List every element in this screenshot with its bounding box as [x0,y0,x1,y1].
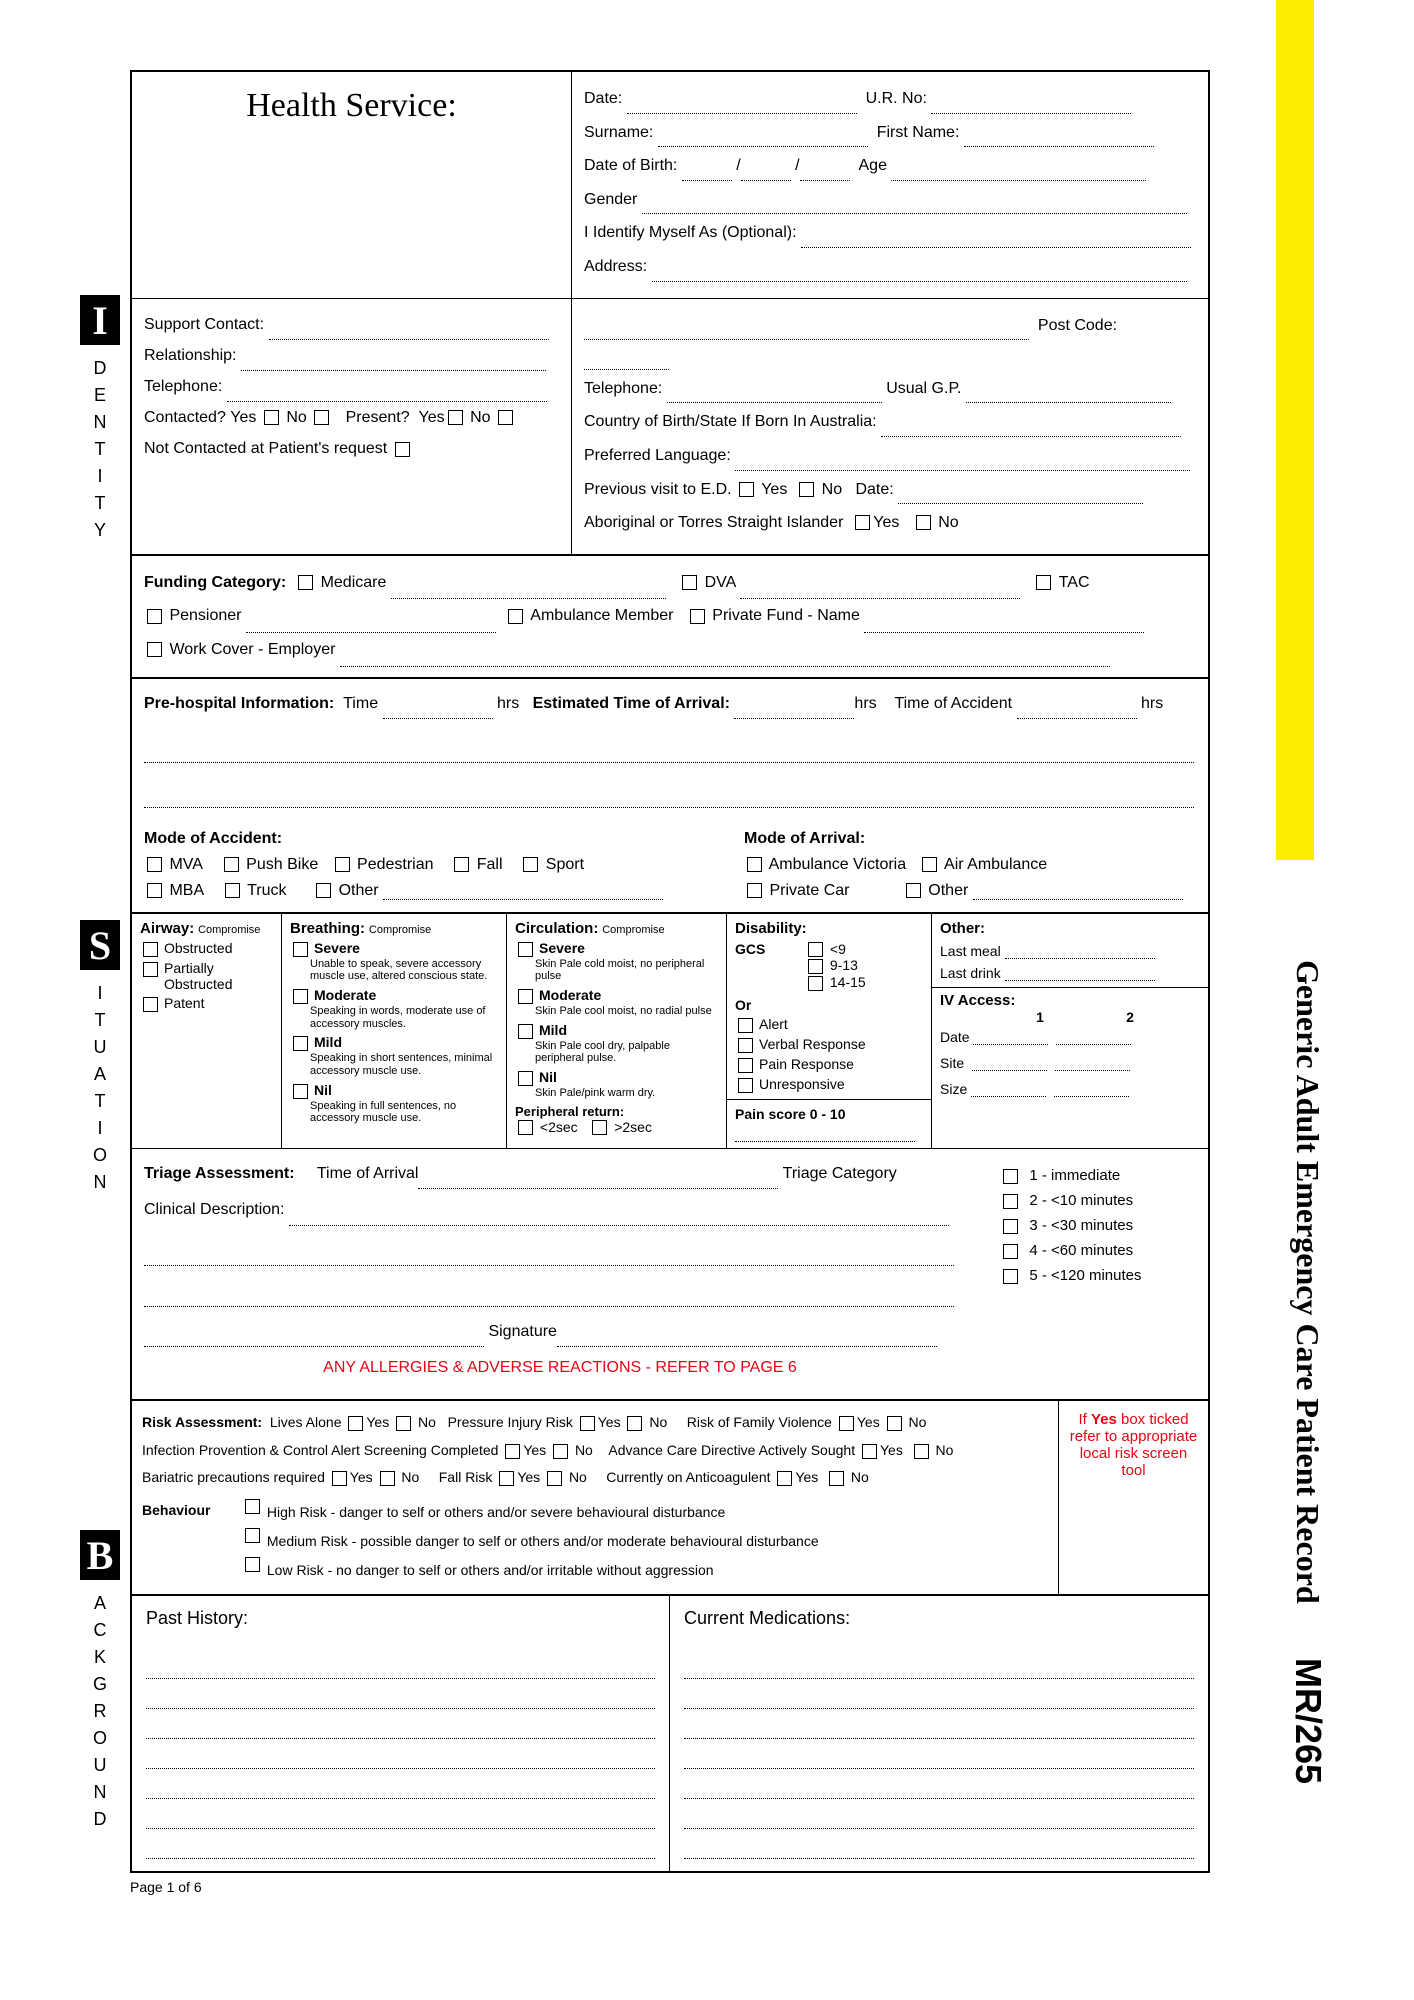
workcover-checkbox[interactable] [147,642,162,657]
beh-med-checkbox[interactable] [245,1528,260,1543]
allergies-notice: ANY ALLERGIES & ADVERSE REACTIONS - REFE… [144,1347,976,1389]
side-label-identity: I DENTITY [80,295,120,544]
amb-member-checkbox[interactable] [508,609,523,624]
bar-no-checkbox[interactable] [380,1471,395,1486]
pushbike-checkbox[interactable] [224,857,239,872]
side-letters-identity: DENTITY [80,355,120,544]
risk-red-note: If Yes box ticked refer to appropriate l… [1058,1401,1208,1594]
contacted-no-checkbox[interactable] [314,410,329,425]
triage-section: Triage Assessment: Time of Arrival Triag… [132,1148,1208,1399]
beh-low-checkbox[interactable] [245,1557,260,1572]
beh-high-checkbox[interactable] [245,1499,260,1514]
dva-checkbox[interactable] [682,575,697,590]
situation-section: Airway: Compromise ObstructedPartially O… [132,912,1208,1148]
not-contacted-checkbox[interactable] [395,442,410,457]
pensioner-checkbox[interactable] [147,609,162,624]
press-no-checkbox[interactable] [627,1416,642,1431]
present-no-checkbox[interactable] [498,410,513,425]
inf-no-checkbox[interactable] [553,1444,568,1459]
atsi-yes-checkbox[interactable] [855,515,870,530]
contacted-yes-checkbox[interactable] [264,410,279,425]
side-label-background: B ACKGROUND [80,1530,120,1833]
mba-checkbox[interactable] [147,883,162,898]
prehospital-section: Pre-hospital Information: Time hrs Estim… [132,677,1208,818]
ac-yes-checkbox[interactable] [777,1471,792,1486]
side-letters-situation: ITUATION [80,980,120,1196]
medicare-checkbox[interactable] [298,575,313,590]
side-label-situation: S ITUATION [80,920,120,1196]
accident-arrival-section: Mode of Accident: MVA Push Bike Pedestri… [132,818,1208,912]
tac-checkbox[interactable] [1036,575,1051,590]
airamb-checkbox[interactable] [922,857,937,872]
pr-gt2-checkbox[interactable] [592,1120,607,1135]
atsi-no-checkbox[interactable] [916,515,931,530]
ac-no-checkbox[interactable] [829,1471,844,1486]
fr-no-checkbox[interactable] [547,1471,562,1486]
health-service-title: Health Service: [132,72,571,125]
fall-checkbox[interactable] [454,857,469,872]
main-form: Health Service: Date: U.R. No: Surname: … [130,70,1210,1873]
patient-identity-fields: Date: U.R. No: Surname: First Name: Date… [572,72,1208,298]
lives-yes-checkbox[interactable] [348,1416,363,1431]
page-footer: Page 1 of 6 [130,1879,1354,1895]
acc-other-checkbox[interactable] [316,883,331,898]
adv-no-checkbox[interactable] [914,1444,929,1459]
private-fund-checkbox[interactable] [690,609,705,624]
history-section: Past History: Current Medications: [132,1594,1208,1871]
press-yes-checkbox[interactable] [580,1416,595,1431]
mva-checkbox[interactable] [147,857,162,872]
fv-no-checkbox[interactable] [887,1416,902,1431]
prev-yes-checkbox[interactable] [739,482,754,497]
pr-lt2-checkbox[interactable] [518,1120,533,1135]
adv-yes-checkbox[interactable] [862,1444,877,1459]
bar-yes-checkbox[interactable] [332,1471,347,1486]
funding-section: Funding Category: Medicare DVA TAC Pensi… [132,555,1208,677]
present-yes-checkbox[interactable] [448,410,463,425]
privatecar-checkbox[interactable] [747,883,762,898]
prev-no-checkbox[interactable] [799,482,814,497]
sport-checkbox[interactable] [523,857,538,872]
arr-other-checkbox[interactable] [906,883,921,898]
inf-yes-checkbox[interactable] [505,1444,520,1459]
side-letters-background: ACKGROUND [80,1590,120,1833]
patient-identity-fields-2: Post Code: Telephone: Usual G.P. Country… [572,299,1208,554]
ambvic-checkbox[interactable] [747,857,762,872]
truck-checkbox[interactable] [225,883,240,898]
fv-yes-checkbox[interactable] [839,1416,854,1431]
document-title-side: Generic Adult Emergency Care Patient Rec… [1287,960,1329,1784]
yellow-sidebar [1276,0,1314,860]
lives-no-checkbox[interactable] [396,1416,411,1431]
fr-yes-checkbox[interactable] [499,1471,514,1486]
pedestrian-checkbox[interactable] [335,857,350,872]
risk-section: Risk Assessment: Lives Alone Yes No Pres… [132,1399,1208,1594]
support-contact-section: Support Contact: Relationship: Telephone… [132,299,572,554]
